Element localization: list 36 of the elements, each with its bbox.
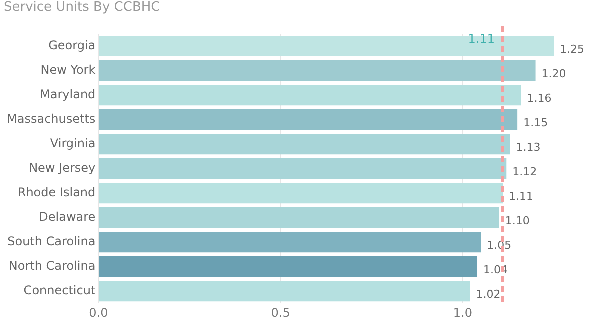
x-tick-label: 0.0 [89,306,108,320]
x-tick-label: 0.5 [271,306,290,320]
bar [99,109,518,130]
x-tick-label: 1.0 [453,306,472,320]
bar [99,36,554,57]
bar [99,60,536,82]
data-label: 1.13 [516,141,541,154]
data-label: 1.15 [524,116,548,130]
chart-title: Service Units By CCBHC [4,0,160,15]
y-tick-label: New Jersey [29,160,96,175]
y-tick-label: North Carolina [8,258,96,273]
y-tick-label: Georgia [48,38,96,52]
bar [99,158,507,180]
y-tick-label: New York [40,62,96,77]
bar [99,281,470,302]
data-label: 1.02 [476,288,501,302]
data-label: 1.20 [542,68,566,81]
y-tick-label: Rhode Island [18,185,96,200]
data-label: 1.10 [505,214,530,228]
y-tick-label: Massachusetts [7,112,96,126]
bar [99,232,482,253]
ref-line-label: 1.11 [468,32,496,46]
data-label: 1.11 [509,190,534,204]
bar [99,256,478,278]
data-label: 1.16 [527,92,552,106]
bar [99,134,510,155]
bar [99,183,504,204]
y-tick-label: Delaware [39,210,96,224]
data-label: 1.25 [560,43,584,56]
y-tick-label: Maryland [40,87,96,102]
y-tick-label: South Carolina [8,234,96,248]
bar [99,84,522,106]
y-tick-label: Connecticut [24,283,96,298]
y-tick-label: Virginia [50,136,96,150]
bar [99,208,500,228]
data-label: 1.12 [512,166,538,179]
